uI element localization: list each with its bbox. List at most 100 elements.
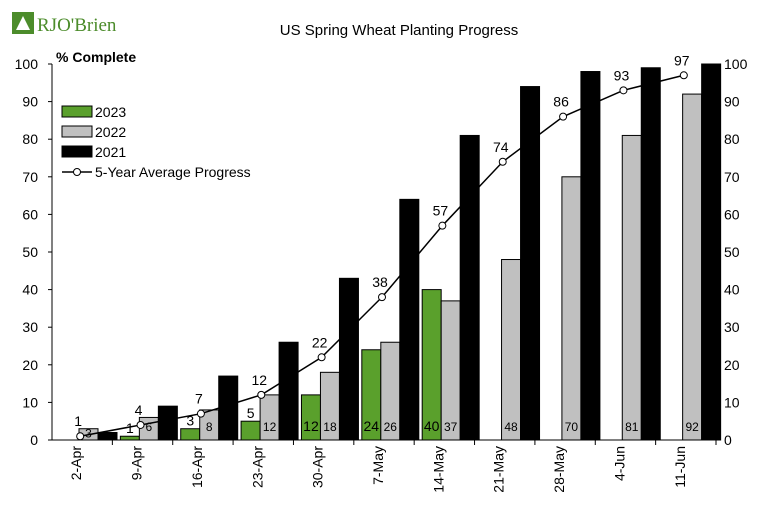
bar-2021 xyxy=(278,341,299,441)
y-tick-right-label: 20 xyxy=(724,357,740,373)
bar-2022 xyxy=(682,93,703,441)
legend-label: 2023 xyxy=(95,104,126,120)
bar-2021 xyxy=(97,431,118,441)
average-point xyxy=(76,432,85,441)
y-tick-left-label: 80 xyxy=(22,131,38,147)
average-point xyxy=(679,71,688,80)
bar-label: 18 xyxy=(323,420,337,434)
logo-text: RJO'Brien xyxy=(37,15,117,36)
bar-2022 xyxy=(561,176,582,441)
y-tick-right-label: 0 xyxy=(724,432,732,448)
average-label: 97 xyxy=(674,52,690,68)
bar-2021 xyxy=(399,198,420,441)
x-tick-label: 23-Apr xyxy=(249,446,265,488)
bar-label: 26 xyxy=(384,420,398,434)
y-tick-left-label: 40 xyxy=(22,282,38,298)
bar-label: 40 xyxy=(424,418,440,434)
logo-mark-shape xyxy=(16,16,30,30)
bar-label: 48 xyxy=(504,420,518,434)
y-tick-right-label: 90 xyxy=(724,94,740,110)
y-tick-left-label: 50 xyxy=(22,244,38,260)
bar-label: 37 xyxy=(444,420,458,434)
x-tick-label: 14-May xyxy=(430,446,446,493)
bar-2023 xyxy=(180,428,201,441)
average-point xyxy=(257,390,266,399)
bar-label: 3 xyxy=(186,413,194,429)
average-label: 74 xyxy=(493,139,509,155)
bar-2022 xyxy=(621,134,642,441)
bar-label: 70 xyxy=(565,420,579,434)
y-tick-right-label: 80 xyxy=(724,131,740,147)
legend-label: 5-Year Average Progress xyxy=(95,164,251,180)
bar-2023 xyxy=(240,420,261,441)
average-point xyxy=(559,112,568,121)
average-label: 86 xyxy=(553,94,569,110)
x-tick-label: 30-Apr xyxy=(310,446,326,488)
y-tick-right-label: 40 xyxy=(724,282,740,298)
bar-label: 81 xyxy=(625,420,639,434)
average-label: 4 xyxy=(135,402,143,418)
x-tick-label: 11-Jun xyxy=(672,446,688,488)
y-tick-right-label: 10 xyxy=(724,394,740,410)
average-label: 38 xyxy=(372,274,388,290)
bar-label: 6 xyxy=(146,420,153,434)
bar-label: 12 xyxy=(303,418,319,434)
y-tick-left-label: 0 xyxy=(30,432,38,448)
chart-title: US Spring Wheat Planting Progress xyxy=(280,22,518,39)
bar-label: 24 xyxy=(364,418,380,434)
bar-label: 5 xyxy=(247,405,255,421)
y-ticks-right: 0 10 20 30 40 50 60 70 80 90 100 xyxy=(716,56,748,448)
bar-2021 xyxy=(459,134,480,441)
y-axis-label: % Complete xyxy=(56,49,136,65)
bar-label: 1 xyxy=(126,420,134,436)
average-label: 1 xyxy=(74,413,82,429)
x-tick-label: 2-Apr xyxy=(68,446,84,481)
x-tick-label: 9-Apr xyxy=(129,446,145,481)
legend: 2023 2022 2021 5-Year Average Progress xyxy=(61,104,251,180)
bar-2021 xyxy=(338,277,359,441)
average-point xyxy=(438,221,447,230)
y-tick-left-label: 10 xyxy=(22,394,38,410)
y-ticks-left: 0 10 20 30 40 50 60 70 80 90 100 xyxy=(15,56,52,448)
legend-label: 2022 xyxy=(95,124,126,140)
x-tick-label: 7-May xyxy=(370,446,386,485)
legend-marker xyxy=(73,168,81,176)
y-tick-left-label: 100 xyxy=(15,56,39,72)
legend-label: 2021 xyxy=(95,144,126,160)
bar-label: 8 xyxy=(206,420,213,434)
legend-swatch xyxy=(61,105,93,118)
x-tick-label: 21-May xyxy=(491,446,507,493)
average-label: 22 xyxy=(312,334,328,350)
bar-2021 xyxy=(580,71,601,441)
y-tick-right-label: 50 xyxy=(724,244,740,260)
average-point xyxy=(619,86,628,95)
logo: RJO'Brien xyxy=(12,12,117,36)
average-point xyxy=(136,420,145,429)
y-tick-left-label: 70 xyxy=(22,169,38,185)
bars xyxy=(78,63,722,441)
average-label: 93 xyxy=(614,67,630,83)
y-tick-left-label: 60 xyxy=(22,206,38,222)
average-point xyxy=(378,293,386,302)
average-line xyxy=(76,71,688,441)
bar-2021 xyxy=(640,67,661,441)
average-point xyxy=(498,157,507,166)
y-tick-right-label: 100 xyxy=(724,56,748,72)
average-point xyxy=(196,409,205,418)
y-tick-right-label: 70 xyxy=(724,169,740,185)
y-tick-left-label: 90 xyxy=(22,94,38,110)
bar-2022 xyxy=(501,259,522,441)
bar-2021 xyxy=(218,375,239,441)
bar-2023 xyxy=(119,435,140,441)
bar-label: 3 xyxy=(85,427,92,441)
bar-2021 xyxy=(157,405,178,441)
average-label: 12 xyxy=(251,372,267,388)
average-point xyxy=(317,353,326,362)
y-tick-left-label: 30 xyxy=(22,319,38,335)
bar-2021 xyxy=(701,63,722,441)
legend-swatch xyxy=(61,145,93,158)
x-ticks: 2-Apr 9-Apr 16-Apr 23-Apr 30-Apr 7-May 14-May 2… xyxy=(68,440,717,493)
average-label: 57 xyxy=(433,203,449,219)
